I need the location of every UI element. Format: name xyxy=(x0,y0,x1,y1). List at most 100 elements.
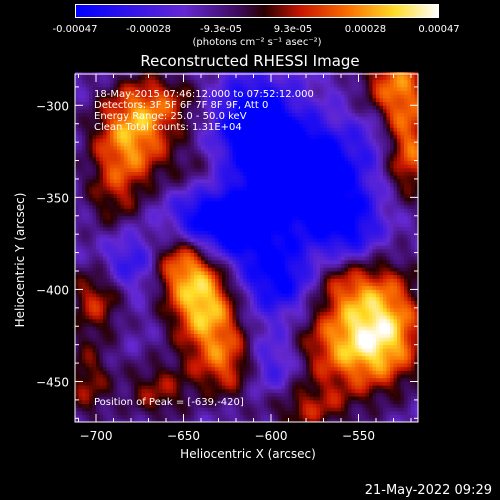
heatmap-cell xyxy=(257,267,261,272)
heatmap-cell xyxy=(239,134,244,139)
heatmap-cell xyxy=(229,407,233,412)
heatmap-cell xyxy=(197,252,202,257)
heatmap-cell xyxy=(250,252,254,257)
heatmap-cell xyxy=(246,363,251,368)
heatmap-cell xyxy=(218,212,223,217)
heatmap-cell xyxy=(180,182,184,187)
heatmap-cell xyxy=(159,215,163,220)
heatmap-cell xyxy=(110,245,114,250)
heatmap-cell xyxy=(218,252,223,257)
heatmap-cell xyxy=(145,223,149,228)
heatmap-cell xyxy=(204,178,209,184)
heatmap-cell xyxy=(176,193,181,198)
heatmap-cell xyxy=(204,315,209,320)
heatmap-cell xyxy=(208,392,212,397)
heatmap-cell xyxy=(99,326,104,331)
heatmap-cell xyxy=(187,311,191,316)
heatmap-cell xyxy=(148,171,153,176)
heatmap-cell xyxy=(232,79,237,84)
heatmap-cell xyxy=(243,94,247,99)
heatmap-cell xyxy=(113,366,118,371)
heatmap-cell xyxy=(82,116,86,121)
heatmap-cell xyxy=(148,348,153,353)
heatmap-cell xyxy=(159,267,163,272)
heatmap-cell xyxy=(117,374,121,379)
heatmap-cell xyxy=(148,333,153,338)
heatmap-cell xyxy=(176,105,181,110)
heatmap-cell xyxy=(225,186,230,191)
heatmap-cell xyxy=(204,381,209,386)
heatmap-cell xyxy=(75,296,79,301)
heatmap-cell xyxy=(218,101,223,106)
heatmap-cell xyxy=(75,248,79,253)
heatmap-cell xyxy=(246,212,251,217)
heatmap-cell xyxy=(204,355,209,360)
heatmap-cell xyxy=(155,94,160,99)
heatmap-cell xyxy=(211,79,216,84)
heatmap-cell xyxy=(96,374,100,379)
heatmap-cell xyxy=(82,149,86,154)
heatmap-cell xyxy=(187,112,191,117)
heatmap-cell xyxy=(96,204,100,209)
heatmap-cell xyxy=(180,403,184,408)
heatmap-cell xyxy=(159,315,163,320)
heatmap-cell xyxy=(152,153,156,158)
heatmap-cell xyxy=(82,164,86,169)
heatmap-cell xyxy=(218,340,223,346)
heatmap-cell xyxy=(166,123,170,128)
heatmap-cell xyxy=(187,285,191,290)
heatmap-cell xyxy=(92,248,97,253)
heatmap-cell xyxy=(148,116,153,121)
heatmap-cell xyxy=(194,282,198,287)
heatmap-cell xyxy=(218,381,223,386)
heatmap-cell xyxy=(187,149,191,154)
heatmap-cell xyxy=(106,234,111,239)
heatmap-cell xyxy=(250,300,254,305)
heatmap-cell xyxy=(92,322,97,327)
heatmap-cell xyxy=(173,414,177,419)
heatmap-cell xyxy=(236,311,240,316)
heatmap-cell xyxy=(82,293,86,298)
heatmap-cell xyxy=(131,219,135,224)
heatmap-cell xyxy=(239,86,244,91)
heatmap-cell xyxy=(194,318,198,323)
heatmap-cell xyxy=(229,79,233,84)
heatmap-cell xyxy=(141,385,146,390)
heatmap-cell xyxy=(134,79,139,84)
heatmap-cell xyxy=(152,293,156,298)
heatmap-cell xyxy=(127,410,132,416)
heatmap-cell xyxy=(173,79,177,84)
heatmap-cell xyxy=(113,101,118,106)
heatmap-cell xyxy=(148,190,153,195)
heatmap-cell xyxy=(120,296,125,301)
heatmap-cell xyxy=(113,171,118,176)
heatmap-cell xyxy=(204,186,209,191)
heatmap-cell xyxy=(180,410,184,416)
heatmap-cell xyxy=(201,348,205,353)
heatmap-cell xyxy=(159,164,163,169)
heatmap-cell xyxy=(190,307,195,312)
heatmap-cell xyxy=(190,359,195,364)
heatmap-cell xyxy=(180,418,184,423)
heatmap-cell xyxy=(169,241,174,246)
heatmap-cell xyxy=(173,267,177,272)
heatmap-cell xyxy=(204,208,209,213)
heatmap-cell xyxy=(201,374,205,379)
heatmap-cell xyxy=(180,315,184,320)
heatmap-cell xyxy=(89,311,93,316)
heatmap-cell xyxy=(110,167,114,172)
heatmap-cell xyxy=(204,285,209,290)
heatmap-cell xyxy=(148,359,153,364)
heatmap-cell xyxy=(124,263,128,268)
heatmap-cell xyxy=(117,219,121,224)
heatmap-cell xyxy=(229,263,233,268)
heatmap-cell xyxy=(138,359,142,364)
heatmap-cell xyxy=(155,418,160,423)
heatmap-cell xyxy=(75,234,79,239)
heatmap-cell xyxy=(117,403,121,408)
heatmap-cell xyxy=(246,208,251,213)
heatmap-cell xyxy=(232,86,237,91)
heatmap-cell xyxy=(183,315,188,320)
heatmap-cell xyxy=(218,282,223,287)
heatmap-cell xyxy=(110,296,114,301)
